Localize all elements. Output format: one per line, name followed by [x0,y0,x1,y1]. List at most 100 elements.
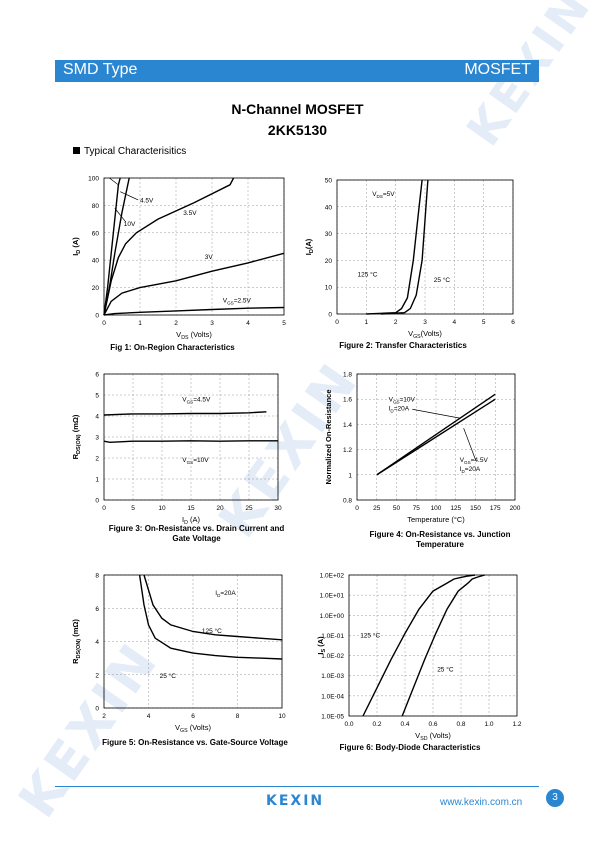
x-tick-label: 0.4 [400,721,409,728]
x-tick-label: 6 [511,319,515,326]
x-tick-label: 10 [158,505,166,512]
y-axis-label: Normalized On-Resistance [324,389,333,484]
y-tick-label: 40 [325,204,333,211]
series-line-1 [138,574,283,660]
caption-fig1: Fig 1: On-Region Characteristics [110,343,235,352]
x-tick-label: 200 [510,505,521,512]
y-tick-label: 10 [325,285,333,292]
smd-type-label: SMD Type [63,61,138,78]
y-tick-label: 0 [95,706,99,713]
y-tick-label: 1.0E+02 [320,573,345,580]
chart-body-diode: 0.0 0.2 0.4 0.6 0.8 1.0 1.2 1.0E-05 1.0E-04 1.0E-… [316,573,522,743]
section-label: Typical Characterisitics [84,146,187,157]
y-tick-label: 1.0E-02 [321,653,344,660]
plot-frame [103,177,285,316]
y-axis-label: ID (A) [71,237,82,256]
footer-divider [55,786,539,787]
x-axis-label: VGS (Volts) [175,723,211,734]
y-tick-label: 2 [95,672,99,679]
caption-fig2: Figure 2: Transfer Characteristics [339,341,467,350]
plot-frame [356,373,516,501]
arrow-top [109,177,119,186]
series-line-0 [103,177,121,316]
x-tick-label: 6 [191,713,195,720]
y-tick-label: 5 [95,393,99,400]
x-tick-label: 1 [138,320,142,327]
x-tick-label: 3 [423,319,427,326]
series-line-1 [401,574,485,717]
y-axis-label: ID(A) [304,238,315,255]
annotation-label: 125 °C [202,627,222,635]
caption-fig5: Figure 5: On-Resistance vs. Gate-Source … [102,738,288,747]
bullet-square-icon [73,147,80,154]
annotation-label: VGS=10V [389,397,416,405]
series-line-1 [376,398,496,476]
x-tick-label: 20 [216,505,224,512]
y-tick-label: 1.8 [343,372,352,379]
annotation-label: ID=20A [389,406,410,414]
x-tick-label: 15 [187,505,195,512]
series-line-2 [103,177,235,316]
x-tick-label: 25 [245,505,253,512]
y-tick-label: 30 [325,231,333,238]
chart-transfer: 0 1 2 3 4 5 6 0 10 20 30 40 50 VDS=5V 125 °C 25 °C VGS(V… [304,178,515,341]
annotation-label: 4.5V [140,198,154,205]
y-tick-label: 1.2 [343,447,352,454]
x-tick-label: 2 [174,320,178,327]
y-tick-label: 50 [325,178,333,185]
x-tick-label: 3 [210,320,214,327]
y-tick-label: 1.0E+01 [320,593,345,600]
y-tick-label: 1.0E-04 [321,693,344,700]
annotation-label: 10V [124,221,136,228]
y-tick-label: 1 [95,477,99,484]
x-axis-label: VGS(Volts) [408,329,442,340]
x-tick-label: 0.2 [372,721,381,728]
x-tick-label: 1.0 [484,721,493,728]
annotation-label: ID=20A [460,466,481,474]
x-axis-label: VSD (Volts) [415,731,451,742]
y-axis-label: RDS(ON) (mΩ) [71,619,82,664]
y-tick-label: 6 [95,606,99,613]
series-line-1 [380,179,429,315]
annotation-label: 125 °C [358,270,378,278]
annotation-label: 25 °C [437,666,454,674]
series-line-0 [103,411,267,416]
x-tick-label: 125 [450,505,461,512]
section-heading: Typical Characterisitics [73,146,186,157]
y-tick-label: 60 [92,230,100,237]
annotation-label: VGS=4.5V [460,457,489,465]
caption-fig3: Figure 3: On-Resistance vs. Drain Curren… [108,524,285,543]
series-line-3 [103,252,285,316]
x-tick-label: 5 [482,319,486,326]
x-tick-label: 4 [453,319,457,326]
x-tick-label: 2 [394,319,398,326]
mosfet-label: MOSFET [464,61,531,78]
y-tick-label: 2 [95,456,99,463]
website-link[interactable]: www.kexin.com.cn [440,797,523,808]
series-line-0 [143,574,283,641]
annotation-label: 25 °C [160,672,177,680]
y-tick-label: 0.8 [343,498,352,505]
x-tick-label: 4 [147,713,151,720]
y-tick-label: 1.6 [343,397,352,404]
y-tick-label: 1.0E-05 [321,714,344,721]
x-tick-label: 2 [102,713,106,720]
series-line-1 [103,440,278,444]
annotation-label: VGS=2.5V [223,298,252,306]
y-axis-label: IS (A) [316,636,327,655]
annotation-label: VDS=5V [372,191,395,199]
series-line-4 [103,306,285,316]
x-tick-label: 150 [470,505,481,512]
y-tick-label: 1.0E+00 [320,613,345,620]
y-tick-label: 40 [92,258,100,265]
annotation-label: 25 °C [434,276,451,284]
y-tick-label: 6 [95,372,99,379]
plot-frame [103,574,283,709]
y-tick-label: 4 [95,639,99,646]
arrow-10v [412,408,460,419]
y-tick-label: 0 [95,498,99,505]
y-tick-label: 1 [348,472,352,479]
annotation-label: 125 °C [360,631,380,639]
series-line-0 [366,179,423,315]
